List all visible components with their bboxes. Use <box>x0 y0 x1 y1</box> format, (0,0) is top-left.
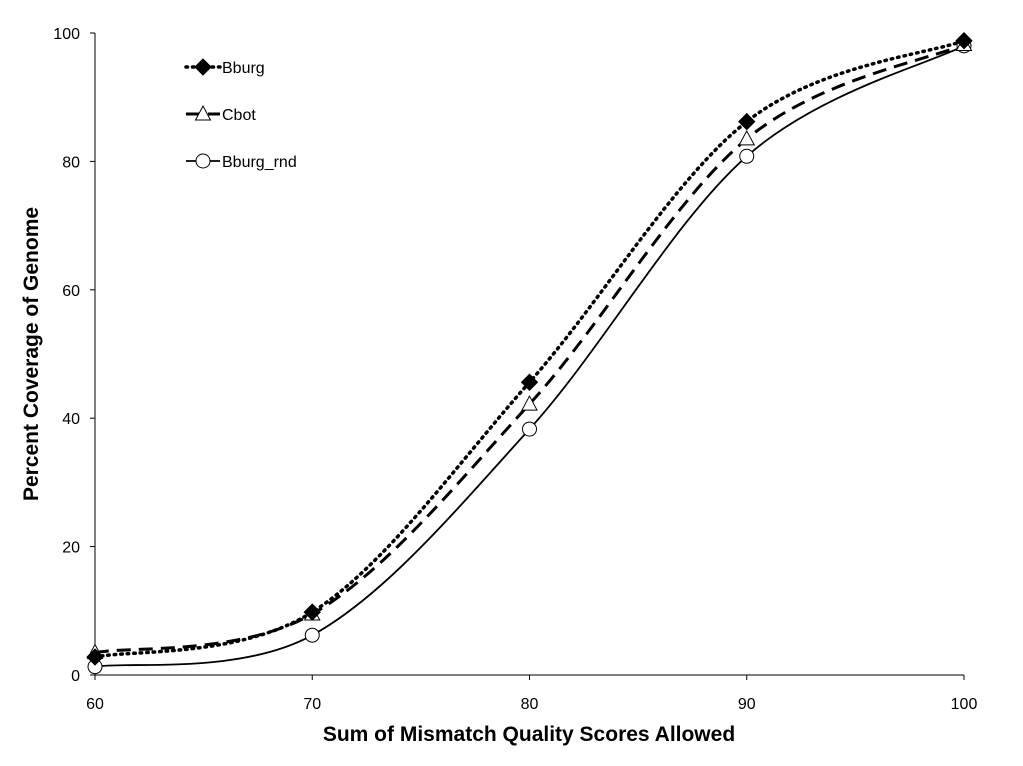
legend-item-bburg-rnd: Bburg_rnd <box>186 153 297 171</box>
point-marker-cbot <box>521 395 538 411</box>
y-tick-label: 60 <box>62 283 80 300</box>
legend-item-bburg: Bburg <box>184 58 265 77</box>
point-marker-bburg <box>520 373 539 391</box>
series-markers-cbot <box>86 35 973 660</box>
point-marker-bburg <box>955 31 973 50</box>
point-marker-cbot <box>738 129 756 146</box>
point-marker-legend <box>194 58 212 76</box>
series-layer <box>86 31 973 675</box>
x-tick-label: 70 <box>303 696 321 713</box>
x-tick-label: 90 <box>738 696 756 713</box>
series-line-bburg-rnd <box>94 45 965 668</box>
axes: 0 20 40 60 80 100 60 70 80 90 100 <box>53 26 977 713</box>
y-ticks: 0 20 40 60 80 100 <box>53 26 95 685</box>
y-tick-label: 40 <box>62 411 80 428</box>
y-tick-label: 0 <box>71 668 80 685</box>
x-tick-label: 60 <box>86 696 104 713</box>
legend-label: Bburg <box>222 60 265 77</box>
x-axis-title: Sum of Mismatch Quality Scores Allowed <box>323 723 735 746</box>
y-tick-label: 100 <box>53 26 80 43</box>
point-marker-bburg-rnd <box>522 421 537 437</box>
point-marker-bburg-rnd <box>304 627 320 643</box>
series-markers-bburg-rnd <box>87 38 972 675</box>
series-line-cbot <box>94 43 965 655</box>
y-tick-label: 80 <box>62 154 80 171</box>
y-tick-label: 20 <box>62 540 80 557</box>
point-marker-legend <box>195 153 211 169</box>
point-marker-bburg <box>738 112 756 131</box>
legend: Bburg Cbot Bburg_rnd <box>184 58 297 171</box>
point-marker-bburg <box>86 648 104 666</box>
x-tick-label: 100 <box>951 696 978 713</box>
x-tick-label: 80 <box>521 696 539 713</box>
series-line-bburg <box>93 38 966 659</box>
x-ticks: 60 70 80 90 100 <box>86 675 977 713</box>
legend-label: Cbot <box>222 107 256 124</box>
legend-item-cbot: Cbot <box>186 104 256 124</box>
series-markers-bburg <box>86 31 973 666</box>
legend-label: Bburg_rnd <box>222 154 297 171</box>
point-marker-bburg-rnd <box>739 148 755 164</box>
point-marker-bburg <box>303 603 321 621</box>
y-axis-title: Percent Coverage of Genome <box>20 207 43 501</box>
point-marker-legend <box>194 104 212 121</box>
